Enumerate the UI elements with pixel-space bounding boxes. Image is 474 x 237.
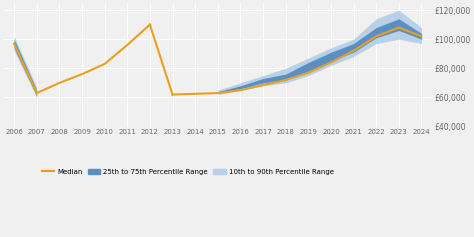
- Legend: Median, 25th to 75th Percentile Range, 10th to 90th Percentile Range: Median, 25th to 75th Percentile Range, 1…: [39, 166, 337, 178]
